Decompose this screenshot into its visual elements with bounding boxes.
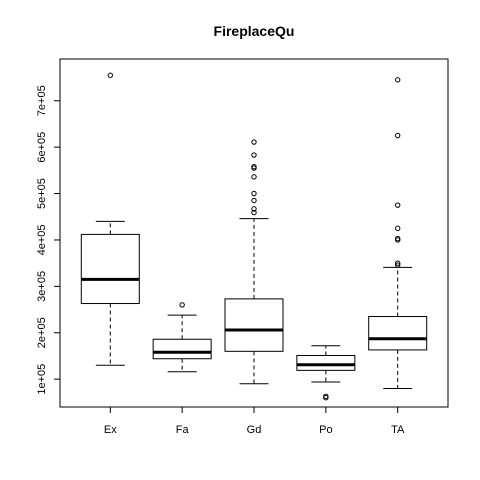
outlier-point	[251, 163, 257, 170]
y-axis: 1e+05 2e+05 3e+05 4e+05 5e+05 6e+05 7e+05	[36, 85, 60, 395]
box-ta	[368, 77, 428, 389]
x-tick-label: TA	[391, 424, 405, 436]
outlier-point	[251, 174, 257, 180]
box-po	[296, 345, 356, 401]
outlier-point	[395, 132, 401, 139]
x-tick-label: Po	[319, 424, 332, 436]
x-tick-label: Ex	[104, 424, 117, 436]
boxes	[80, 72, 428, 401]
outlier-point	[395, 262, 401, 268]
outlier-point	[395, 77, 401, 83]
outlier-point	[251, 209, 257, 216]
outlier-point	[251, 139, 257, 145]
y-tick-label: 3e+05	[36, 271, 48, 302]
outlier-point	[395, 260, 401, 266]
box-fa	[152, 302, 212, 373]
x-axis: Ex Fa Gd Po TA	[104, 407, 405, 436]
y-tick-label: 7e+05	[36, 85, 48, 116]
x-tick-label: Fa	[176, 424, 190, 436]
y-tick-label: 5e+05	[36, 178, 48, 209]
box-gd	[224, 139, 284, 385]
box-ex	[80, 72, 140, 366]
y-tick-label: 2e+05	[36, 317, 48, 348]
y-tick-label: 6e+05	[36, 132, 48, 163]
iqr-box	[368, 316, 428, 351]
outlier-point	[395, 202, 401, 208]
x-tick-label: Gd	[247, 424, 262, 436]
iqr-box	[296, 354, 356, 371]
outlier-point	[251, 197, 257, 204]
outlier-point	[395, 225, 401, 232]
y-tick-label: 4e+05	[36, 225, 48, 256]
outlier-point	[179, 302, 185, 308]
iqr-box	[152, 338, 212, 360]
y-tick-label: 1e+05	[36, 364, 48, 395]
outlier-point	[395, 235, 401, 242]
outlier-point	[107, 72, 113, 78]
outlier-point	[251, 206, 257, 212]
outlier-point	[251, 190, 257, 197]
chart-title: FireplaceQu	[214, 23, 295, 39]
outlier-point	[323, 393, 329, 400]
iqr-box	[224, 298, 284, 352]
outlier-point	[251, 152, 257, 158]
iqr-box	[80, 233, 140, 305]
